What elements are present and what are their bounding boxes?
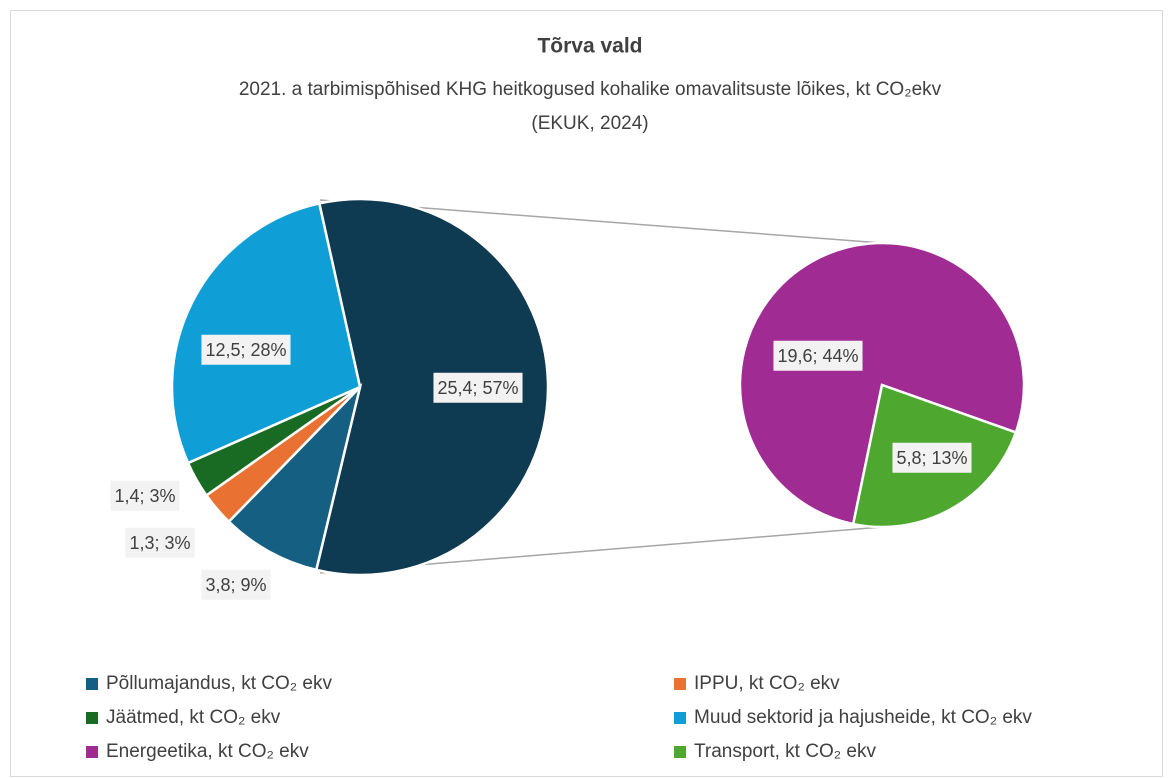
data-label-bg: [892, 442, 972, 473]
pie-slice: [314, 197, 550, 577]
pie-slice: [227, 382, 363, 572]
legend-label: Transport, kt CO₂ ekv: [694, 741, 876, 762]
data-label-bg: [201, 569, 271, 600]
pie-slice: [738, 241, 1026, 526]
legend-label: Põllumajandus, kt CO₂ ekv: [106, 673, 332, 694]
legend-label: Muud sektorid ja hajusheide, kt CO₂ ekv: [694, 707, 1032, 728]
chart-source: (EKUK, 2024): [531, 113, 648, 134]
data-label-bg: [773, 340, 863, 371]
data-label-bg: [201, 334, 291, 365]
legend-swatch: [86, 678, 98, 690]
legend-label: Jäätmed, kt CO₂ ekv: [106, 707, 281, 728]
legend-swatch: [86, 712, 98, 724]
data-label-bg: [125, 527, 195, 558]
data-label: 12,5; 28%: [205, 340, 286, 360]
pie-slice: [170, 201, 362, 465]
legend-swatch: [86, 746, 98, 758]
legend-swatch: [674, 746, 686, 758]
chart-subtitle: 2021. a tarbimispõhised KHG heitkogused …: [239, 79, 942, 100]
data-label-bg: [110, 480, 180, 511]
data-label: 1,3; 3%: [129, 533, 190, 553]
legend-label: Energeetika, kt CO₂ ekv: [106, 741, 309, 762]
data-label: 25,4; 57%: [437, 378, 518, 398]
legend-swatch: [674, 678, 686, 690]
data-label: 5,8; 13%: [896, 448, 967, 468]
legend-swatch: [674, 712, 686, 724]
chart-title: Tõrva vald: [537, 35, 642, 58]
data-label: 19,6; 44%: [777, 346, 858, 366]
legend-label: IPPU, kt CO₂ ekv: [694, 673, 840, 694]
data-label-bg: [433, 372, 523, 403]
data-label: 1,4; 3%: [114, 486, 175, 506]
data-label: 3,8; 9%: [205, 575, 266, 595]
